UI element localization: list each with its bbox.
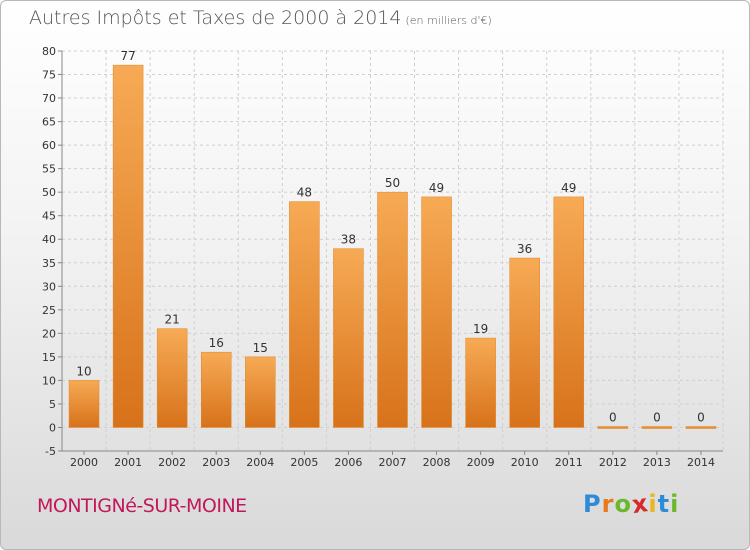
y-tick-label: 0: [49, 421, 56, 434]
x-tick-label: 2014: [687, 456, 715, 469]
logo-letter: P: [583, 490, 602, 518]
y-tick-label: 50: [42, 186, 56, 199]
logo-letter: i: [648, 490, 658, 518]
y-tick-label: 20: [42, 327, 56, 340]
commune-name: MONTIGNé-SUR-MOINE: [37, 495, 247, 517]
data-label: 0: [697, 410, 705, 424]
x-tick-label: 2008: [423, 456, 451, 469]
bar-2002: [156, 328, 188, 428]
x-tick-label: 2002: [158, 456, 186, 469]
x-tick-label: 2003: [202, 456, 230, 469]
data-label: 77: [120, 49, 135, 63]
bar-2011: [553, 196, 585, 428]
data-label: 50: [385, 176, 400, 190]
logo-letter: o: [614, 490, 632, 518]
y-tick-label: 40: [42, 233, 56, 246]
bar-2009: [465, 337, 496, 428]
y-tick-label: -5: [45, 445, 56, 458]
y-tick-label: 25: [42, 304, 56, 317]
bar-2014: [685, 426, 717, 429]
x-tick-label: 2013: [643, 456, 671, 469]
logo-letter: x: [630, 488, 651, 520]
y-tick-label: 15: [42, 351, 56, 364]
x-tick-label: 2012: [599, 456, 627, 469]
bar-2001: [112, 64, 144, 428]
chart-title-text: Autres Impôts et Taxes de 2000 à 2014: [29, 7, 402, 29]
x-tick-label: 2006: [334, 456, 362, 469]
y-tick-label: 45: [42, 210, 56, 223]
bar-2012: [597, 426, 629, 429]
bar-2004: [245, 356, 276, 428]
tick-labels: -5 0 5 10 15 20 25 30 35 40 45 50 55 60 65 70 75 80 2000 20…: [42, 45, 715, 469]
bar-2007: [377, 191, 408, 428]
data-label: 48: [297, 186, 312, 200]
x-tick-label: 2010: [511, 456, 539, 469]
x-tick-label: 2009: [467, 456, 495, 469]
x-tick-label: 2004: [246, 456, 274, 469]
data-label: 36: [517, 242, 532, 256]
y-tick-label: 55: [42, 163, 56, 176]
data-label: 0: [609, 410, 617, 424]
y-tick-label: 80: [42, 45, 56, 58]
chart-unit: (en milliers d'€): [405, 14, 492, 27]
y-tick-label: 65: [42, 116, 56, 129]
x-tick-label: 2001: [114, 456, 142, 469]
y-tick-label: 75: [42, 69, 56, 82]
data-label: 49: [429, 181, 444, 195]
y-tick-label: 70: [42, 92, 56, 105]
x-tick-label: 2007: [379, 456, 407, 469]
logo-letter: t: [657, 490, 671, 518]
data-label: 49: [561, 181, 576, 195]
bar-2003: [200, 351, 232, 428]
logo-letter: i: [670, 490, 680, 518]
data-labels: 10 77 21 16 15 48 38 50 49 19 36 49 0 0 0: [76, 49, 704, 424]
bar-2008: [421, 196, 452, 428]
logo-letter: r: [601, 490, 615, 518]
y-tick-label: 10: [42, 374, 56, 387]
data-label: 19: [473, 322, 488, 336]
data-label: 15: [253, 341, 268, 355]
y-tick-label: 60: [42, 139, 56, 152]
x-tick-label: 2005: [290, 456, 318, 469]
axes: [58, 50, 723, 455]
y-tick-label: 30: [42, 280, 56, 293]
bar-2010: [509, 257, 540, 428]
data-label: 21: [165, 313, 180, 327]
chart-title: Autres Impôts et Taxes de 2000 à 2014 (en…: [29, 7, 492, 29]
y-tick-label: 35: [42, 257, 56, 270]
bar-2006: [333, 248, 364, 428]
bar-2005: [289, 201, 320, 428]
bars: [68, 64, 717, 429]
y-tick-label: 5: [49, 398, 56, 411]
data-label: 38: [341, 233, 356, 247]
x-tick-label: 2000: [70, 456, 98, 469]
proxiti-logo: Proxiti: [583, 488, 680, 520]
x-tick-label: 2011: [555, 456, 583, 469]
bar-2000: [68, 380, 100, 428]
data-label: 0: [653, 410, 661, 424]
data-label: 10: [76, 364, 91, 378]
bar-2013: [641, 426, 673, 429]
data-label: 16: [209, 336, 224, 350]
